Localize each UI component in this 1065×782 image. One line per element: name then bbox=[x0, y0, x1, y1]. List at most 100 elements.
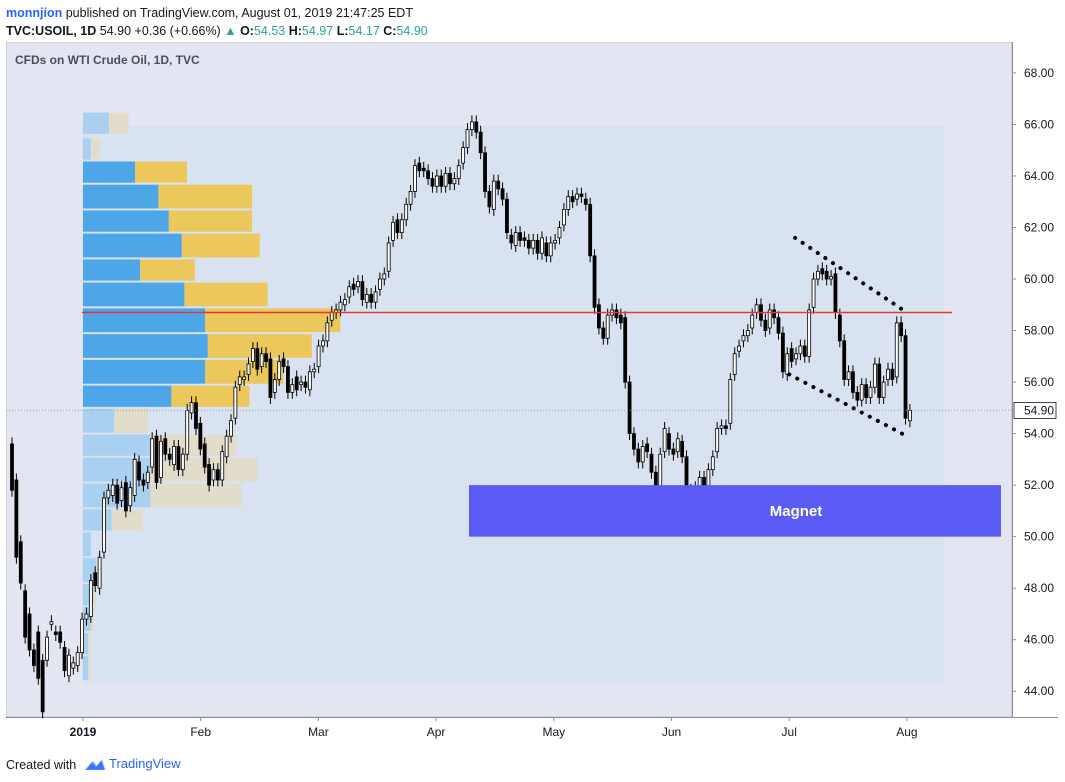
price-tick-label: 62.00 bbox=[1024, 220, 1054, 234]
tradingview-logo[interactable]: TradingView bbox=[84, 756, 181, 771]
candle-up bbox=[662, 428, 667, 453]
candle-down bbox=[505, 198, 509, 234]
author-link[interactable]: monnjion bbox=[6, 6, 63, 20]
candle-down bbox=[27, 613, 32, 651]
candle-up bbox=[408, 191, 413, 205]
candle-up bbox=[128, 487, 133, 507]
candle-down bbox=[763, 319, 768, 331]
candle-down bbox=[18, 541, 23, 584]
candle-down bbox=[526, 239, 531, 249]
candle-up bbox=[145, 471, 150, 483]
candle-down bbox=[137, 461, 141, 481]
candle-down bbox=[518, 232, 522, 241]
candle-up bbox=[531, 239, 536, 249]
candle-down bbox=[842, 340, 847, 380]
candle-down bbox=[592, 255, 597, 308]
candle-down bbox=[176, 446, 181, 471]
chart-title: CFDs on WTI Crude Oil, 1D, TVC bbox=[15, 53, 200, 67]
candle-down bbox=[667, 433, 671, 450]
candle-down bbox=[899, 322, 904, 337]
candle-up bbox=[745, 330, 750, 337]
candle-up bbox=[378, 278, 382, 290]
candle-down bbox=[93, 572, 98, 587]
candle-up bbox=[461, 147, 466, 164]
candle-up bbox=[189, 402, 194, 414]
candle-up bbox=[272, 379, 277, 393]
profile-down-bar bbox=[140, 259, 195, 281]
candle-up bbox=[456, 165, 461, 179]
profile-up-bar bbox=[83, 233, 182, 258]
price-tick-label: 54.00 bbox=[1024, 427, 1054, 441]
candle-up bbox=[220, 451, 225, 481]
price-tick-label: 64.00 bbox=[1024, 169, 1054, 183]
profile-down-bar bbox=[168, 210, 252, 232]
price-tick-label: 66.00 bbox=[1024, 117, 1054, 131]
profile-up-bar bbox=[83, 138, 91, 160]
candle-down bbox=[294, 376, 299, 391]
candle-up bbox=[172, 446, 176, 465]
candle-up bbox=[316, 345, 321, 368]
close-value: 54.90 bbox=[396, 24, 428, 38]
candle-up bbox=[872, 363, 877, 388]
candle-up bbox=[434, 175, 439, 187]
profile-down-bar bbox=[109, 112, 129, 134]
candle-down bbox=[645, 443, 649, 453]
candle-up bbox=[557, 227, 562, 239]
candle-up bbox=[443, 172, 448, 187]
profile-up-bar bbox=[83, 656, 89, 680]
price-chart[interactable]: Magnet CFDs on WTI Crude Oil, 1D, TVC 44… bbox=[6, 42, 1058, 745]
price-tick-label: 46.00 bbox=[1024, 633, 1054, 647]
profile-up-bar bbox=[83, 210, 169, 232]
profile-down-bar bbox=[93, 584, 96, 606]
candle-down bbox=[264, 353, 268, 362]
candle-up bbox=[540, 237, 544, 254]
candle-down bbox=[509, 234, 514, 244]
candle-up bbox=[404, 203, 409, 221]
candle-down bbox=[448, 172, 452, 185]
candle-up bbox=[811, 278, 816, 308]
candle-down bbox=[215, 469, 220, 481]
candle-up bbox=[224, 435, 229, 458]
candle-up bbox=[794, 353, 798, 360]
profile-down-bar bbox=[150, 434, 237, 456]
candle-up bbox=[452, 178, 457, 185]
low-label: L: bbox=[336, 24, 349, 38]
candle-up bbox=[119, 487, 124, 501]
profile-up-bar bbox=[83, 434, 151, 456]
candle-up bbox=[80, 618, 84, 653]
candle-up bbox=[807, 309, 812, 357]
profile-up-bar bbox=[83, 334, 208, 358]
candle-up bbox=[342, 299, 347, 306]
candle-down bbox=[522, 237, 527, 241]
candle-down bbox=[487, 191, 492, 208]
close-label: C: bbox=[383, 24, 397, 38]
candle-up bbox=[347, 286, 352, 298]
candle-down bbox=[789, 348, 794, 362]
created-with-label: Created with bbox=[6, 758, 77, 772]
candle-up bbox=[728, 379, 733, 424]
candle-up bbox=[364, 294, 369, 303]
candle-down bbox=[426, 170, 431, 179]
candle-up bbox=[45, 636, 49, 661]
candle-up bbox=[49, 621, 54, 625]
candle-down bbox=[780, 332, 785, 373]
candle-up bbox=[373, 291, 378, 303]
price-tick-label: 52.00 bbox=[1024, 478, 1054, 492]
candle-down bbox=[496, 180, 501, 190]
candle-up bbox=[321, 340, 325, 347]
time-tick-label: Jun bbox=[662, 725, 681, 739]
channel-lines[interactable] bbox=[787, 235, 909, 439]
candle-up bbox=[548, 242, 553, 257]
candle-down bbox=[141, 479, 146, 486]
magnet-zone[interactable] bbox=[469, 485, 1001, 537]
candle-down bbox=[478, 131, 483, 154]
candle-up bbox=[829, 276, 833, 280]
profile-down-bar bbox=[111, 509, 143, 531]
price-tick-label: 68.00 bbox=[1024, 66, 1054, 80]
candle-up bbox=[561, 209, 566, 226]
candle-down bbox=[163, 438, 168, 455]
profile-up-bar bbox=[83, 632, 89, 655]
last-price-badge-bg bbox=[1013, 402, 1057, 419]
candle-down bbox=[268, 358, 273, 398]
candle-down bbox=[680, 440, 685, 458]
